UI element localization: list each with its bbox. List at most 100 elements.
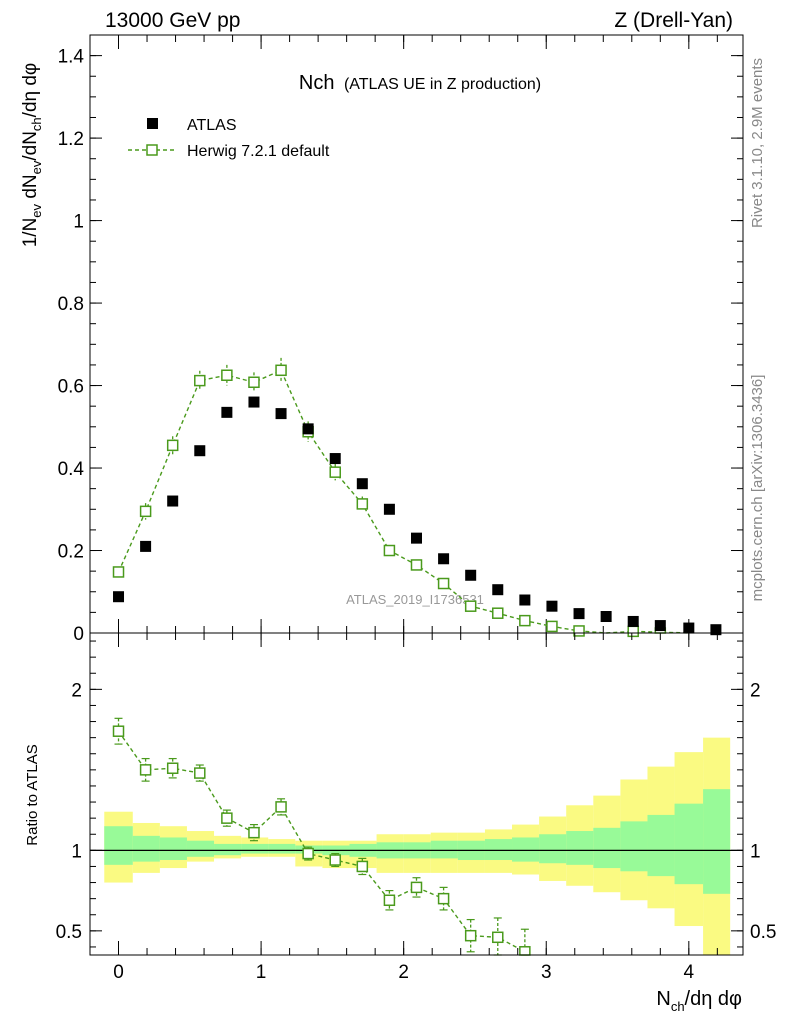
atlas-point	[492, 584, 504, 596]
main-ytick-label: 1.4	[58, 47, 85, 68]
atlas-point	[465, 569, 477, 581]
mcplots-label: mcplots.cern.ch [arXiv:1306.3436]	[749, 375, 766, 602]
herwig-point	[356, 498, 369, 510]
stat-band	[647, 814, 675, 877]
ratio-herwig-point	[329, 854, 341, 866]
ratio-herwig-point	[437, 892, 450, 905]
herwig-point	[329, 466, 341, 478]
legend-marker-atlas	[147, 118, 158, 129]
atlas-point	[519, 594, 531, 606]
header-left: 13000 GeV pp	[105, 9, 240, 32]
legend-label-atlas: ATLAS	[187, 117, 237, 134]
atlas-point	[600, 611, 612, 623]
ratio-herwig-point	[519, 946, 531, 956]
atlas-points	[113, 396, 722, 636]
ratio-herwig-series-line	[117, 730, 526, 953]
stat-band	[104, 826, 133, 865]
herwig-point	[383, 544, 396, 557]
main-ytick-label: 0.2	[58, 542, 84, 563]
ratio-herwig-points	[112, 717, 531, 956]
main-ylabel: 1/Nev dNev/dNch/dη dφ	[20, 63, 44, 248]
atlas-point	[140, 540, 152, 552]
atlas-point	[573, 608, 585, 620]
analysis-tag: ATLAS_2019_I1736531	[346, 592, 484, 607]
stat-band	[593, 827, 621, 869]
ratio-bands	[104, 737, 731, 955]
atlas-point	[194, 445, 206, 457]
herwig-point	[410, 559, 423, 571]
atlas-point	[654, 620, 666, 632]
atlas-point	[275, 408, 287, 420]
ratio-herwig-point	[248, 826, 260, 839]
herwig-point	[112, 566, 125, 578]
ratio-ytick-label: 0.5	[56, 922, 82, 943]
ratio-herwig-point	[464, 929, 477, 942]
ratio-herwig-point	[221, 812, 233, 824]
main-ytick-label: 0.6	[58, 377, 84, 398]
herwig-point	[139, 505, 152, 518]
main-ytick-label: 1.2	[58, 129, 84, 150]
atlas-point	[710, 624, 722, 636]
ratio-ticks	[89, 633, 743, 955]
stat-band	[674, 803, 704, 885]
ratio-xtick-label: 4	[684, 962, 695, 983]
x-axis-label: Nch/dη dφ	[656, 988, 742, 1014]
ratio-frame	[89, 632, 744, 956]
stat-band	[620, 821, 648, 872]
atlas-point	[113, 591, 125, 603]
atlas-point	[221, 406, 233, 418]
herwig-point	[248, 376, 260, 389]
ratio-herwig-point	[139, 764, 152, 776]
atlas-point	[683, 622, 695, 634]
ratio-ytick-label-right: 2	[750, 680, 761, 701]
legend-label-herwig: Herwig 7.2.1 default	[187, 143, 330, 160]
atlas-point	[438, 553, 450, 565]
ratio-xtick-label: 0	[113, 962, 124, 983]
ratio-ytick-labels: 0.5 0.5 1 1 2 2	[56, 680, 777, 943]
herwig-point	[275, 364, 287, 377]
herwig-point	[464, 600, 477, 612]
ratio-herwig-point	[166, 762, 179, 774]
herwig-series-line	[117, 369, 689, 634]
stat-band	[512, 837, 540, 862]
atlas-point	[546, 600, 558, 612]
main-ytick-label: 0.4	[58, 459, 85, 480]
ratio-herwig-point	[302, 847, 314, 860]
header-right: Z (Drell-Yan)	[614, 9, 733, 32]
ratio-herwig-line	[117, 730, 526, 953]
stat-band	[268, 843, 296, 854]
herwig-point	[166, 439, 179, 452]
stat-band	[703, 789, 731, 894]
stat-band	[484, 839, 513, 861]
atlas-point	[627, 615, 639, 627]
herwig-line	[117, 369, 689, 634]
ratio-plot: 0.5 0.5 1 1 2 2 0 1 2 3 4 Ratio to ATLAS Nch/dη d…	[24, 632, 777, 1014]
atlas-point	[329, 453, 341, 465]
stat-band	[186, 840, 215, 857]
atlas-point	[411, 532, 422, 544]
stat-band	[214, 843, 242, 856]
ratio-herwig-point	[410, 881, 423, 894]
stat-band	[132, 835, 160, 862]
herwig-point	[519, 614, 531, 627]
herwig-point	[573, 625, 585, 637]
legend-marker-herwig	[146, 144, 158, 156]
stat-band	[539, 834, 567, 864]
rivet-label: Rivet 3.1.10, 2.9M events	[749, 58, 766, 228]
herwig-point	[492, 607, 504, 619]
main-ytick-labels: 0 0.2 0.4 0.6 0.8 1 1.2 1.4	[58, 47, 85, 645]
stat-band	[566, 831, 594, 865]
main-ytick-label: 1	[73, 212, 84, 233]
ratio-xtick-label: 2	[398, 962, 409, 983]
ratio-herwig-point	[356, 860, 369, 873]
atlas-point	[167, 495, 179, 507]
main-plot: 0 0.2 0.4 0.6 0.8 1 1.2 1.4 Nch (ATLAS UE in Z …	[20, 34, 744, 645]
main-ytick-label: 0	[73, 624, 84, 645]
main-ytick-label: 0.8	[58, 294, 84, 315]
ratio-ytick-label: 2	[71, 680, 82, 701]
atlas-point	[356, 478, 368, 490]
herwig-point	[194, 374, 206, 387]
ratio-ytick-label: 1	[71, 841, 82, 862]
plot-title: Nch (ATLAS UE in Z production)	[299, 72, 541, 94]
